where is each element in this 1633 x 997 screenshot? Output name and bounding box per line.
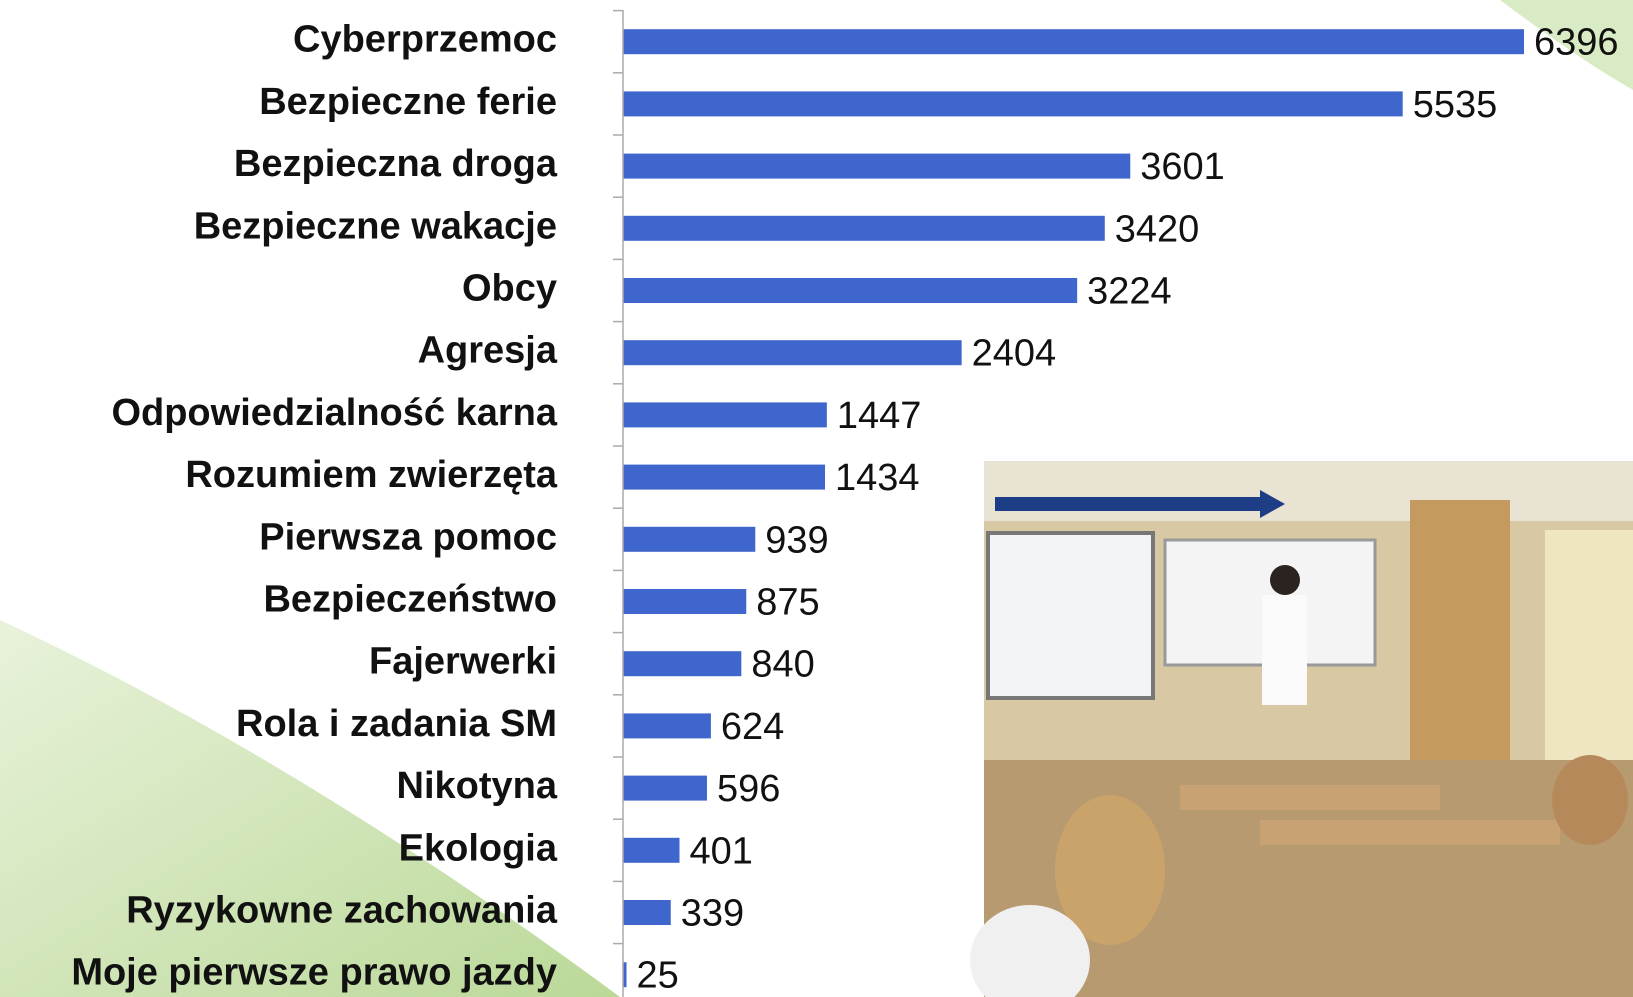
category-label: Pierwsza pomoc: [259, 516, 557, 558]
category-label: Fajerwerki: [369, 641, 557, 683]
value-label: 6396: [1534, 22, 1619, 64]
value-label: 3601: [1140, 146, 1225, 188]
bar: [623, 402, 827, 427]
category-label: Moje pierwsze prawo jazdy: [71, 952, 557, 994]
category-label: Ryzykowne zachowania: [126, 890, 558, 932]
value-label: 5535: [1413, 84, 1498, 126]
value-label: 1447: [837, 395, 922, 437]
value-label: 596: [717, 768, 780, 810]
category-label: Bezpieczne wakacje: [194, 205, 557, 247]
category-label: Cyberprzemoc: [293, 19, 557, 61]
bar: [623, 589, 746, 614]
value-label: 3420: [1115, 208, 1200, 250]
bar: [623, 713, 711, 738]
bar: [623, 465, 825, 490]
category-label: Obcy: [462, 268, 557, 310]
chart: Cyberprzemoc 6396 Bezpieczne ferie 5535 Bezp…: [0, 0, 1633, 997]
photo: [970, 461, 1633, 997]
category-label: Bezpieczna droga: [234, 143, 558, 185]
bar: [623, 91, 1403, 116]
value-label: 401: [689, 830, 752, 872]
category-label: Agresja: [418, 330, 558, 372]
bar: [623, 29, 1524, 54]
value-label: 840: [751, 644, 814, 686]
category-label: Bezpieczeństwo: [263, 579, 557, 621]
bar: [623, 776, 707, 801]
category-label: Nikotyna: [397, 765, 558, 807]
bar: [623, 651, 741, 676]
bar: [623, 278, 1077, 303]
category-label: Odpowiedzialność karna: [111, 392, 557, 434]
bar: [623, 216, 1105, 241]
value-label: 624: [721, 706, 784, 748]
value-label: 3224: [1087, 271, 1172, 313]
value-label: 339: [681, 893, 744, 935]
value-label: 1434: [835, 457, 920, 499]
value-label: 875: [756, 582, 819, 624]
category-label: Ekologia: [399, 827, 558, 869]
bar: [623, 340, 962, 365]
category-label: Bezpieczne ferie: [259, 81, 557, 123]
category-label: Rozumiem zwierzęta: [185, 454, 558, 496]
value-label: 939: [765, 519, 828, 561]
bar: [623, 838, 679, 863]
bar: [623, 527, 755, 552]
value-label: 25: [637, 955, 679, 997]
bar: [623, 900, 671, 925]
category-label: Rola i zadania SM: [236, 703, 557, 745]
value-label: 2404: [972, 333, 1057, 375]
bar: [623, 154, 1130, 179]
